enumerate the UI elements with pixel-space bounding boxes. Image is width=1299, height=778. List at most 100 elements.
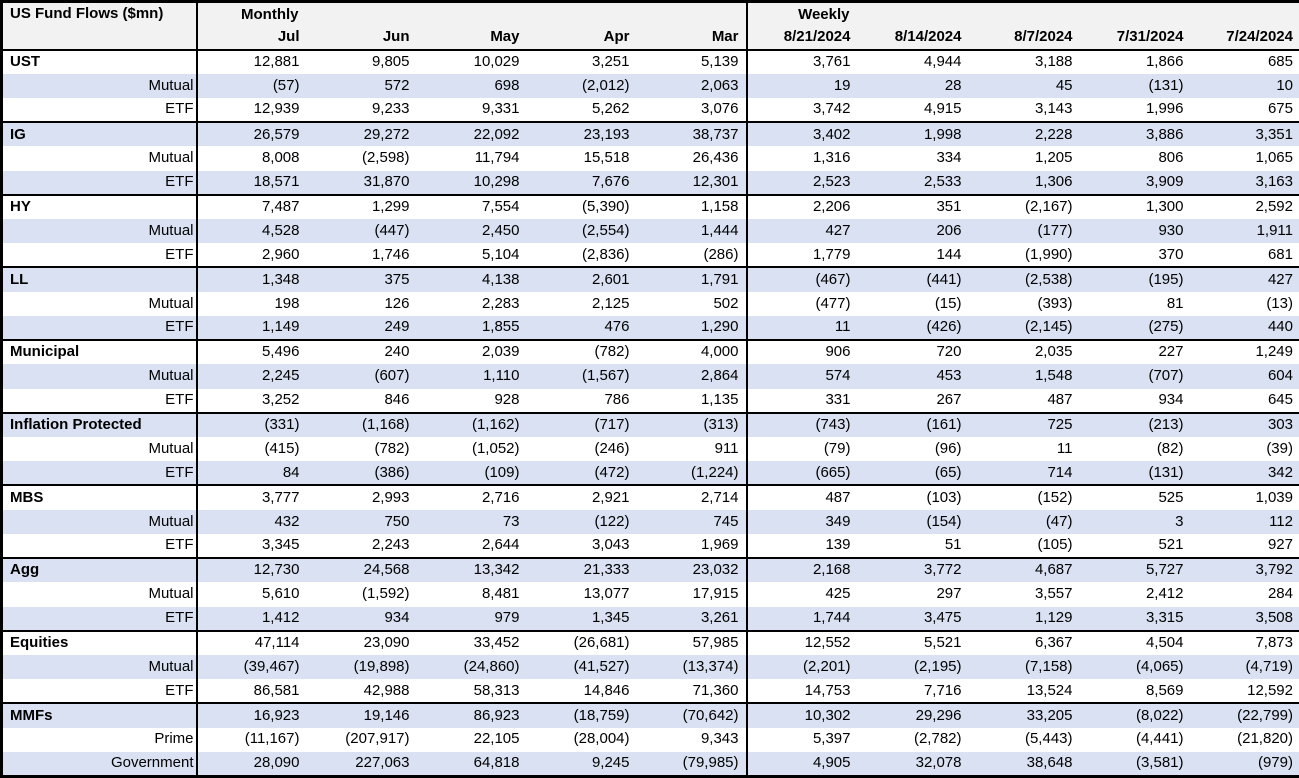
value-cell: 10,298 xyxy=(416,170,527,195)
value-cell: 3,188 xyxy=(968,48,1080,74)
value-cell: (4,441) xyxy=(1135,730,1184,748)
value-cell: 1,135 xyxy=(700,390,739,408)
weekly-section-label: Weekly xyxy=(745,1,858,27)
table-row: Mutual 8,008 (2,598) 11,794 15,518 26,436 1,31… xyxy=(1,146,1299,171)
value-cell: (2,598) xyxy=(361,149,410,167)
section-header-row: US Fund Flows ($mn) Monthly Weekly xyxy=(1,1,1299,50)
value-cell: (447) xyxy=(306,219,417,244)
value-cell: 3,261 xyxy=(636,606,747,631)
value-cell: 4,504 xyxy=(1079,629,1191,655)
value-cell: 1,444 xyxy=(636,219,747,244)
value-cell: 73 xyxy=(416,509,527,534)
column-header-week-8-14-2024: 8/14/2024 xyxy=(857,26,969,50)
value-cell: 1,779 xyxy=(745,243,858,268)
value-cell: 1,746 xyxy=(371,245,410,263)
table-body: UST 12,881 9,805 10,029 3,251 5,139 3,761 4,944… xyxy=(1,48,1299,777)
value-cell: 3,761 xyxy=(745,48,858,74)
value-cell: 750 xyxy=(306,509,417,534)
value-cell: (8,022) xyxy=(1079,702,1191,728)
value-cell: 12,939 xyxy=(253,100,300,118)
value-cell: (331) xyxy=(196,411,307,437)
value-cell: 32,078 xyxy=(857,751,969,777)
value-cell: 3,402 xyxy=(745,121,858,147)
value-cell: 11,794 xyxy=(474,149,520,167)
value-cell: 3,508 xyxy=(1190,606,1299,631)
value-cell: 1,866 xyxy=(1079,48,1191,74)
value-cell: 4,687 xyxy=(968,557,1080,583)
row-group-label: MMFs xyxy=(1,702,198,728)
value-cell: (2,554) xyxy=(526,219,637,244)
value-cell: (2,538) xyxy=(968,266,1080,292)
value-cell: (4,719) xyxy=(1190,654,1299,680)
value-cell: 2,592 xyxy=(1190,193,1299,220)
table-row: Agg 12,730 24,568 13,342 21,333 23,032 2,168 3,… xyxy=(1,557,1299,583)
value-cell: 2,714 xyxy=(636,484,747,510)
value-cell: 3 xyxy=(1079,509,1191,534)
value-cell: 4,915 xyxy=(923,100,962,118)
value-cell: 38,737 xyxy=(636,121,747,147)
value-cell: 33,452 xyxy=(416,629,527,655)
value-cell: 240 xyxy=(306,339,417,365)
table-row: ETF 18,571 31,870 10,298 7,676 12,301 2,523 2,5… xyxy=(1,170,1299,195)
value-cell: 525 xyxy=(1079,484,1191,510)
value-cell: (161) xyxy=(857,411,969,437)
value-cell: (13) xyxy=(1266,294,1293,312)
value-cell: 911 xyxy=(714,439,739,457)
table-row: MMFs 16,923 19,146 86,923 (18,759) (70,642) 10… xyxy=(1,702,1299,728)
row-group-label: LL xyxy=(1,266,198,292)
value-cell: 303 xyxy=(1190,411,1299,437)
value-cell: 1,744 xyxy=(745,606,858,631)
value-cell: 18,571 xyxy=(196,170,307,195)
row-sub-label: ETF xyxy=(1,461,198,486)
value-cell: (70,642) xyxy=(636,702,747,728)
value-cell: (131) xyxy=(1079,73,1191,98)
value-cell: 370 xyxy=(1158,245,1184,263)
value-cell: 3,777 xyxy=(196,484,307,510)
value-cell: (4,065) xyxy=(1079,654,1191,680)
value-cell: 7,873 xyxy=(1190,629,1299,655)
value-cell: 126 xyxy=(384,294,410,312)
column-header-week-8-7-2024: 8/7/2024 xyxy=(968,26,1080,50)
value-cell: 1,911 xyxy=(1190,219,1299,244)
row-sub-label: Mutual xyxy=(1,364,198,389)
value-cell: 1,548 xyxy=(968,364,1080,389)
table-row: ETF 1,412 934 979 1,345 3,261 1,744 3,475 1,129 3… xyxy=(1,606,1299,631)
table-row: Equities 47,114 23,090 33,452 (26,681) 57,985… xyxy=(1,629,1299,655)
value-cell: (11,167) xyxy=(244,730,300,748)
value-cell: 2,035 xyxy=(968,339,1080,365)
value-cell: 334 xyxy=(936,149,962,167)
monthly-section-spacer xyxy=(306,1,747,27)
value-cell: (313) xyxy=(636,411,747,437)
value-cell: (19,898) xyxy=(306,654,417,680)
value-cell: 3,742 xyxy=(745,97,858,123)
value-cell: (275) xyxy=(1079,315,1191,341)
value-cell: 425 xyxy=(745,582,858,607)
value-cell: 487 xyxy=(1047,390,1073,408)
value-cell: 47,114 xyxy=(196,629,307,655)
value-cell: 139 xyxy=(745,533,858,559)
value-cell: 5,139 xyxy=(636,48,747,74)
value-cell: (82) xyxy=(1156,439,1184,457)
value-cell: (131) xyxy=(1079,461,1191,486)
row-sub-label: ETF xyxy=(1,243,198,268)
value-cell: 12,730 xyxy=(196,557,307,583)
value-cell: (1,592) xyxy=(361,585,410,603)
value-cell: 249 xyxy=(306,315,417,341)
table-row: UST 12,881 9,805 10,029 3,251 5,139 3,761 4,944… xyxy=(1,48,1299,74)
value-cell: 7,554 xyxy=(416,193,527,220)
column-header-jun: Jun xyxy=(306,26,417,50)
value-cell: (7,158) xyxy=(968,654,1080,680)
row-group-label: Agg xyxy=(1,557,198,583)
row-sub-label: Government xyxy=(1,751,198,777)
row-sub-label: Mutual xyxy=(1,73,198,98)
value-cell: 745 xyxy=(636,509,747,534)
value-cell: 440 xyxy=(1190,315,1299,341)
value-cell: 12,552 xyxy=(745,629,858,655)
value-cell: 4,944 xyxy=(857,48,969,74)
row-group-label: IG xyxy=(1,121,198,147)
value-cell: (15) xyxy=(934,294,962,312)
value-cell: 3,792 xyxy=(1190,557,1299,583)
value-cell: 342 xyxy=(1190,461,1299,486)
value-cell: (246) xyxy=(594,439,630,457)
value-cell: 1,345 xyxy=(526,606,637,631)
